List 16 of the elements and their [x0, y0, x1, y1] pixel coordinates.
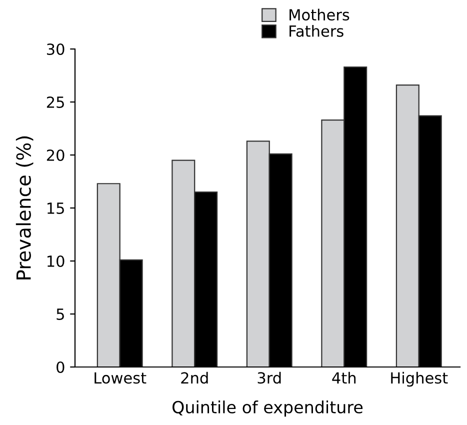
x-tick-label: Lowest [94, 372, 146, 384]
x-tick-label: 3rd [258, 372, 281, 384]
y-tick-label: 5 [56, 308, 64, 320]
y-tick-label: 0 [56, 361, 64, 374]
x-tick-label: Highest [391, 372, 448, 387]
legend-label: Fathers [290, 25, 344, 37]
x-tick-label: 4th [332, 372, 356, 384]
y-tick-label: 30 [47, 43, 64, 56]
y-axis-title: Prevalence (%) [16, 136, 34, 280]
x-axis-title: Quintile of expenditure [172, 400, 363, 417]
y-tick-label: 25 [46, 96, 64, 108]
y-tick-label: 15 [48, 202, 64, 214]
y-tick-label: 20 [46, 149, 64, 162]
legend-label: Mothers [290, 8, 350, 21]
y-tick-label: 10 [48, 255, 64, 268]
x-tick-label: 2nd [181, 372, 208, 384]
